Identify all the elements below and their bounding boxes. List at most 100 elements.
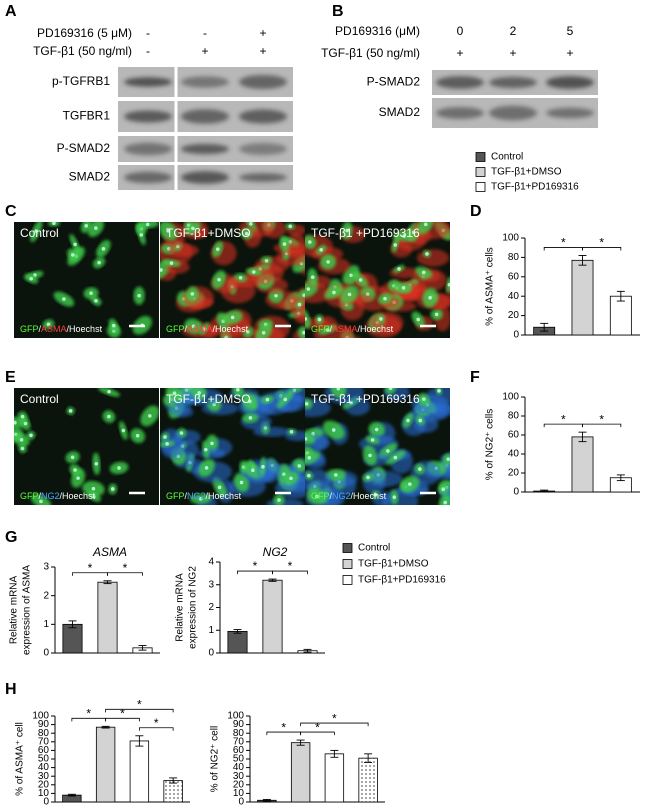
- nucleus: [397, 267, 401, 271]
- stain-part: /Hoechst: [206, 491, 242, 501]
- nucleus: [383, 296, 387, 301]
- nucleus: [121, 428, 126, 433]
- nucleus: [29, 433, 33, 438]
- nucleus: [347, 292, 352, 297]
- y-axis-label: % of ASMA⁺ cell: [15, 722, 26, 796]
- y-tick-label: 60: [38, 745, 50, 756]
- stain-blob: [416, 249, 450, 267]
- nucleus: [23, 421, 28, 426]
- nucleus: [137, 293, 141, 298]
- nucleus: [94, 226, 98, 230]
- y-axis-label: expression of NG2: [188, 566, 199, 649]
- nucleus: [368, 453, 372, 458]
- y-tick-label: 0: [43, 648, 49, 659]
- nucleus: [393, 243, 398, 247]
- lane-label: -: [146, 26, 150, 40]
- nucleus: [307, 473, 311, 478]
- y-tick-label: 80: [233, 728, 245, 739]
- error-bar: [578, 255, 587, 266]
- nucleus: [325, 328, 330, 332]
- nucleus: [326, 260, 330, 264]
- nucleus: [418, 467, 422, 471]
- nucleus: [139, 233, 144, 237]
- nucleus: [336, 388, 341, 391]
- y-tick-label: 2: [208, 602, 214, 613]
- nucleus: [160, 268, 163, 272]
- micrograph-label: TGF-β1+DMSO: [166, 226, 251, 240]
- blot-band: [436, 107, 484, 119]
- nucleus: [73, 242, 77, 247]
- blot-band: [181, 76, 229, 88]
- nucleus: [52, 222, 56, 226]
- blot-band: [124, 77, 172, 87]
- stain-part: /Hoechst: [213, 324, 249, 334]
- y-axis-label: Relative mRNA: [175, 573, 186, 642]
- legend-label: TGF-β1+PD169316: [491, 182, 579, 193]
- bar: [571, 259, 594, 336]
- nucleus: [198, 496, 203, 501]
- nucleus: [68, 409, 73, 413]
- significance-bracket: [300, 722, 369, 727]
- nucleus: [165, 442, 169, 446]
- nucleus: [437, 389, 441, 393]
- y-tick-label: 20: [38, 779, 50, 790]
- y-tick-label: 0: [513, 330, 519, 341]
- significance-bracket: [300, 731, 335, 736]
- stain-caption: GFP/NG2/Hoechst: [20, 491, 96, 501]
- nucleus: [111, 323, 116, 328]
- stain-part: NG2: [332, 491, 351, 501]
- y-tick-label: 40: [38, 762, 50, 773]
- nucleus: [230, 315, 235, 320]
- lane-label: +: [259, 44, 266, 58]
- error-bar: [578, 431, 587, 443]
- y-tick-label: 70: [233, 736, 245, 747]
- error-bar: [262, 798, 271, 802]
- stain-part: NG2: [187, 491, 206, 501]
- y-tick-label: 40: [508, 291, 520, 302]
- nucleus: [261, 330, 266, 335]
- panel-label: F: [470, 369, 480, 386]
- nucleus: [101, 247, 106, 251]
- nucleus: [422, 397, 426, 401]
- error-bar: [138, 645, 147, 651]
- significance-label: *: [599, 412, 604, 426]
- lane-label: +: [566, 46, 573, 60]
- significance-bracket: [272, 570, 308, 575]
- bar: [62, 623, 83, 654]
- nucleus: [145, 222, 150, 227]
- blot-row-label: TGFBR1: [63, 109, 111, 123]
- nucleus: [73, 468, 77, 472]
- nucleus: [349, 273, 353, 278]
- nucleus: [402, 234, 407, 238]
- legend-label: Control: [358, 543, 390, 554]
- nucleus: [345, 228, 349, 233]
- stain-part: ASMA: [187, 324, 213, 334]
- nucleus: [388, 388, 393, 391]
- nucleus: [70, 455, 75, 460]
- stain-part: NG2: [41, 491, 60, 501]
- stain-caption: GFP/NG2/Hoechst: [166, 491, 242, 501]
- micrograph-label: TGF-β1 +PD169316: [311, 226, 420, 240]
- nucleus: [297, 464, 302, 468]
- nucleus: [434, 312, 439, 317]
- significance-label: *: [315, 720, 320, 734]
- nucleus: [249, 222, 253, 226]
- y-tick-label: 4: [208, 557, 214, 568]
- y-axis-label: % of NG2⁺ cells: [485, 409, 496, 480]
- bar: [129, 740, 150, 803]
- nucleus: [289, 476, 293, 481]
- stain-blob: [266, 498, 304, 505]
- error-bar: [540, 322, 549, 332]
- significance-label: *: [137, 697, 142, 711]
- nucleus: [135, 433, 140, 438]
- y-tick-label: 1: [43, 619, 49, 630]
- nucleus: [305, 317, 308, 321]
- bar: [609, 295, 632, 336]
- nucleus: [332, 290, 336, 295]
- y-tick-label: 20: [508, 468, 520, 479]
- stain-caption: GFP/NG2/Hoechst: [311, 491, 387, 501]
- nucleus: [172, 391, 177, 396]
- lane-label: +: [456, 46, 463, 60]
- panel-label: B: [332, 3, 344, 20]
